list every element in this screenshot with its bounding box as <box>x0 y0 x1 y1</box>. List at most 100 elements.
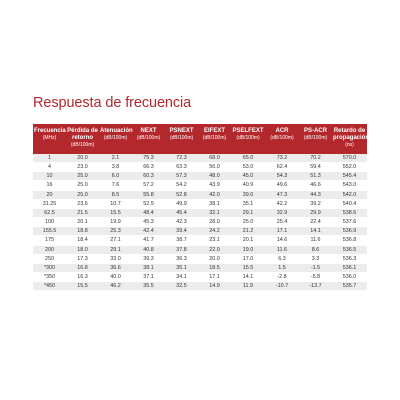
table-cell: 7.6 <box>99 180 132 191</box>
table-row: *300 16.8 36.6 38.1 35.1 18.5 15.5 1.5 -1.5 536.1 <box>33 263 367 274</box>
table-cell: 53.0 <box>231 162 265 173</box>
column-header-name: Retardo de propagación <box>333 128 370 141</box>
table-cell: 37.8 <box>165 245 198 255</box>
table-cell: -13.7 <box>299 281 332 292</box>
table-cell: 25.0 <box>66 171 99 182</box>
table-cell: 3.3 <box>299 254 332 264</box>
table-cell: 72.3 <box>165 154 198 164</box>
table-cell: 44.3 <box>299 190 332 200</box>
table-cell: 29.1 <box>99 245 132 255</box>
table-cell: 552.0 <box>332 162 367 173</box>
table-cell: 18.4 <box>66 235 99 246</box>
table-cell: 536.8 <box>332 235 367 246</box>
table-cell: 536.0 <box>332 272 367 283</box>
table-cell: 18.0 <box>66 245 99 255</box>
table-cell: 32.1 <box>198 208 231 219</box>
table-cell: 56.0 <box>198 162 231 173</box>
table-cell: 21.5 <box>66 208 99 219</box>
table-cell: 14.6 <box>265 235 299 246</box>
table-cell: 14.1 <box>299 226 332 237</box>
table-cell: 200 <box>33 245 66 255</box>
table-cell: 11.6 <box>299 235 332 246</box>
table-cell: 16 <box>33 180 66 191</box>
table-cell: 36.6 <box>99 263 132 274</box>
table-cell: 11.6 <box>265 245 299 255</box>
table-cell: 6.3 <box>265 254 299 264</box>
table-cell: 40.0 <box>99 272 132 283</box>
table-row: 155.5 18.8 25.3 42.4 39.4 24.2 21.2 17.1 14.1 536… <box>33 226 367 237</box>
table-cell: 4 <box>33 162 66 173</box>
table-cell: 3.8 <box>99 162 132 173</box>
table-cell: 68.0 <box>198 154 231 164</box>
column-header: Retardo de propagación (ns) <box>332 124 370 154</box>
table-cell: -2.8 <box>265 272 299 283</box>
column-header-name: NEXT <box>140 128 157 134</box>
table-cell: 39.4 <box>165 226 198 237</box>
table-cell: 60.3 <box>132 171 165 182</box>
table-cell: 11.9 <box>231 281 265 292</box>
table-cell: 22.0 <box>198 245 231 255</box>
section-title: Respuesta de frecuencia <box>33 95 192 111</box>
column-header-name: Atenuación <box>100 128 133 134</box>
column-header: PSELFEXT (dB/100m) <box>231 124 265 154</box>
table-cell: 73.2 <box>265 154 299 164</box>
table-cell: 45.0 <box>231 171 265 182</box>
column-header-name: Pérdida de retorno <box>67 128 98 141</box>
table-cell: 38.1 <box>198 199 231 209</box>
table-cell: 15.5 <box>231 263 265 274</box>
table-cell: 24.2 <box>198 226 231 237</box>
column-header-name: PS-ACR <box>303 128 327 134</box>
table-cell: 27.1 <box>99 235 132 246</box>
column-header-name: Frecuencia <box>34 128 66 134</box>
table-cell: 43.9 <box>198 180 231 191</box>
column-header-unit: (dB/100m) <box>202 134 227 141</box>
table-cell: 38.1 <box>132 263 165 274</box>
table-cell: 41.7 <box>132 235 165 246</box>
table-cell: 39.0 <box>231 190 265 200</box>
table-row: 4 23.0 3.8 66.3 63.3 56.0 53.0 62.4 59.4 552.0 <box>33 162 367 173</box>
table-cell: 55.8 <box>132 190 165 200</box>
table-cell: 543.0 <box>332 180 367 191</box>
table-cell: 16.3 <box>66 272 99 283</box>
table-cell: 542.0 <box>332 190 367 200</box>
table-cell: *350 <box>33 272 66 283</box>
table-cell: 25.0 <box>66 180 99 191</box>
column-header-unit: (dB/100m) <box>70 141 95 148</box>
table-cell: 39.3 <box>132 254 165 264</box>
column-header-name: ACR <box>275 128 289 134</box>
table-cell: 175 <box>33 235 66 246</box>
table-cell: 35.1 <box>231 199 265 209</box>
table-row: 250 17.3 33.0 39.3 36.3 20.0 17.0 6.3 3.3 536.3 <box>33 254 367 264</box>
table-row: 10 25.0 6.0 60.3 57.3 48.0 45.0 54.3 51.3 545.4 <box>33 171 367 182</box>
table-cell: 38.7 <box>165 235 198 246</box>
table-row: 100 20.1 19.9 45.3 42.3 28.0 25.0 25.4 22.4 537.6 <box>33 217 367 228</box>
table-cell: 1.5 <box>265 263 299 274</box>
table-row: 16 25.0 7.6 57.2 54.2 43.9 40.9 49.6 46.6 543.0 <box>33 180 367 191</box>
table-cell: 62.4 <box>265 162 299 173</box>
table-cell: 250 <box>33 254 66 264</box>
table-cell: 570.0 <box>332 154 367 164</box>
table-cell: 40.8 <box>132 245 165 255</box>
table-cell: 10 <box>33 171 66 182</box>
column-header: PS-ACR (dB/100m) <box>299 124 332 154</box>
table-cell: 42.2 <box>265 199 299 209</box>
table-row: *350 16.3 40.0 37.1 34.1 17.1 14.1 -2.8 -5.8 536.… <box>33 272 367 283</box>
table-row: 200 18.0 29.1 40.8 37.8 22.0 19.0 11.6 8.6 536.5 <box>33 245 367 255</box>
table-cell: 15.5 <box>99 208 132 219</box>
frequency-response-table: Frecuencia (MHz) Pérdida de retorno (dB/100… <box>33 124 370 292</box>
table-cell: 8.5 <box>99 190 132 200</box>
table-cell: 540.4 <box>332 199 367 209</box>
table-cell: 536.1 <box>332 263 367 274</box>
table-cell: -1.5 <box>299 263 332 274</box>
table-cell: 45.3 <box>132 217 165 228</box>
table-cell: 538.6 <box>332 208 367 219</box>
table-cell: 39.2 <box>299 199 332 209</box>
table-cell: 52.8 <box>165 190 198 200</box>
table-cell: 20.0 <box>198 254 231 264</box>
table-cell: 19.9 <box>99 217 132 228</box>
column-header-name: PSNEXT <box>169 128 194 134</box>
table-cell: 54.3 <box>265 171 299 182</box>
column-header-name: PSELFEXT <box>232 128 264 134</box>
table-cell: 536.5 <box>332 245 367 255</box>
table-cell: 536.3 <box>332 254 367 264</box>
